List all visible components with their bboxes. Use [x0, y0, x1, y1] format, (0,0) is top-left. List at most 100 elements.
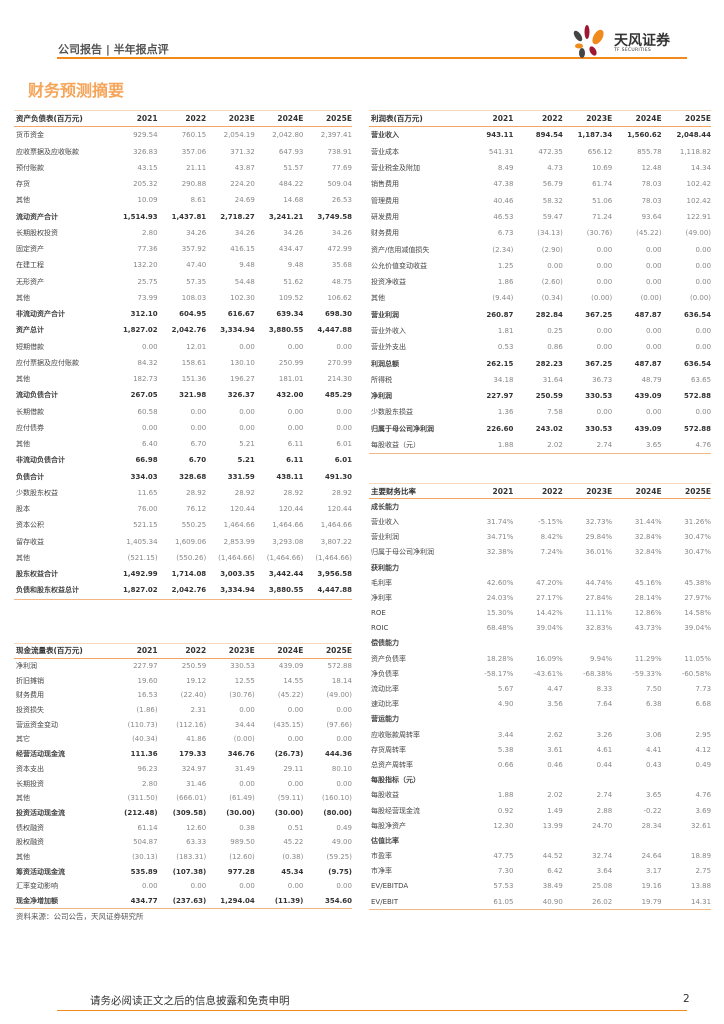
cell-value: 18.89 [690, 852, 712, 861]
cell-value: 0.00 [239, 407, 255, 416]
report-type: 公司报告 | 半年报点评 [58, 43, 169, 56]
table-row: 每股收益 1.88 2.02 2.74 3.65 4.76 [369, 788, 711, 803]
row-label: 偿债能力 [371, 639, 399, 648]
cell-value: 63.33 [186, 838, 207, 847]
cell-value: 262.15 [486, 359, 514, 368]
cell-value: (9.75) [328, 867, 352, 876]
cell-value: 357.92 [181, 245, 207, 254]
row-label: 应收账款周转率 [371, 730, 420, 739]
row-label: 少数股东损益 [371, 408, 413, 417]
cell-value: (0.00) [689, 294, 712, 303]
row-label: 净利率 [371, 593, 392, 602]
cell-value: 3.65 [646, 791, 662, 800]
cell-value: 108.03 [181, 293, 207, 302]
cell-value: 24.03% [486, 593, 514, 602]
cell-value: 0.00 [596, 408, 613, 417]
row-label: 市净率 [371, 867, 392, 876]
cell-value: 12.30 [493, 821, 514, 830]
cell-value: 2.31 [190, 706, 207, 715]
cell-value: 535.89 [130, 867, 158, 876]
cell-value: 111.36 [130, 750, 158, 759]
cell-value: 28.92 [331, 488, 352, 497]
cell-value: 367.25 [585, 310, 613, 319]
cell-value: 1,405.34 [126, 537, 158, 546]
financial-ratios-table: 主要财务比率 2021 2022 2023E 2024E 2025E 成长能力 营业收入 31.… [369, 483, 712, 911]
table-row: 流动负债合计 267.05 321.98 326.37 432.00 485.29 [14, 387, 352, 403]
cell-value: 80.10 [331, 764, 352, 773]
cell-value: 122.91 [686, 212, 712, 221]
cell-value: (237.63) [172, 897, 207, 906]
cell-value: 32.74 [592, 852, 613, 861]
cell-value: 2,042.76 [171, 326, 207, 335]
cell-value: 47.40 [186, 261, 207, 270]
table-row: 流动比率 5.67 4.47 8.33 7.50 7.73 [369, 681, 711, 696]
cell-value: 49.00 [331, 838, 352, 847]
cell-value: 2.74 [596, 791, 613, 800]
cell-value: 2,397.41 [320, 131, 352, 140]
cell-value: 6.11 [287, 440, 304, 449]
cell-value: 6.01 [336, 440, 352, 449]
cell-value: 6.40 [142, 440, 158, 449]
cell-value: 29.84% [585, 533, 613, 542]
cell-value: 485.29 [324, 391, 352, 400]
cell-value: 24.69 [234, 196, 255, 205]
cell-value: 10.69 [592, 164, 613, 173]
cell-value: 0.00 [190, 423, 207, 432]
cell-value: 0.00 [287, 407, 304, 416]
cell-value: 334.03 [130, 472, 158, 481]
cell-value: -60.58% [681, 669, 712, 678]
cell-value: 224.20 [230, 180, 255, 189]
cell-value: 78.03 [641, 196, 662, 205]
cell-value: 0.00 [646, 343, 662, 352]
cell-value: 0.00 [239, 779, 255, 788]
cell-value: 439.09 [634, 392, 662, 401]
cell-value: 0.00 [646, 261, 662, 270]
table-row: 营业外收入 1.81 0.25 0.00 0.00 0.00 [369, 323, 711, 339]
cell-value: 0.46 [547, 760, 563, 769]
cell-value: 0.00 [596, 343, 613, 352]
cell-value: 4.76 [695, 791, 712, 800]
row-label: 营业利润 [371, 533, 399, 542]
cell-value: 487.87 [634, 359, 662, 368]
cell-value: 487.87 [634, 310, 662, 319]
cell-value: 0.00 [695, 408, 712, 417]
table-row: 长期股权投资 2.80 34.26 34.26 34.26 34.26 [14, 225, 352, 241]
cell-value: 326.83 [133, 147, 158, 156]
cell-value: 45.22 [283, 838, 304, 847]
table-row: 毛利率 42.60% 47.20% 44.74% 45.16% 45.38% [369, 575, 711, 590]
cell-value: 31.44% [634, 517, 662, 526]
cell-value: 290.88 [181, 180, 207, 189]
row-label: 预付账款 [16, 163, 44, 172]
cell-value: 0.00 [695, 261, 712, 270]
cell-value: 326.37 [227, 391, 255, 400]
cell-value: 330.53 [585, 392, 613, 401]
cell-value: 616.67 [227, 310, 255, 319]
table-row: 营业收入 31.74% -5.15% 32.73% 31.44% 31.26% [369, 514, 711, 529]
cell-value: (59.25) [326, 852, 352, 861]
cell-value: 0.00 [695, 343, 712, 352]
cell-value: (30.13) [132, 852, 158, 861]
cell-value: 84.32 [137, 358, 158, 367]
cell-value: 63.65 [690, 375, 712, 384]
cell-value: 604.95 [179, 310, 207, 319]
cell-value: 9.94% [589, 654, 613, 663]
column-header: 2024E [635, 486, 662, 496]
cell-value: 0.00 [695, 327, 712, 335]
cell-value: 32.38% [486, 548, 514, 557]
cell-value: 45.34 [281, 867, 304, 876]
row-label: 资产总计 [16, 326, 44, 335]
table-title: 利润表(百万元) [371, 114, 423, 124]
cell-value: 1,464.66 [272, 521, 304, 530]
table-row: 负债合计 334.03 328.68 331.59 438.11 491.30 [14, 469, 352, 485]
section-row: 营运能力 [369, 712, 711, 727]
cell-value: (309.58) [172, 808, 207, 817]
cell-value: 51.62 [283, 277, 304, 286]
cell-value: 6.68 [695, 700, 712, 709]
cell-value: 77.69 [331, 163, 352, 172]
cell-value: 2,042.80 [272, 131, 304, 140]
cell-value: 509.04 [327, 180, 352, 189]
table-row: ROIC 68.48% 39.04% 32.83% 43.73% 39.04% [369, 621, 711, 636]
cell-value: 0.00 [596, 278, 613, 287]
row-label: 其他 [16, 553, 30, 562]
cell-value: (550.26) [176, 553, 207, 562]
